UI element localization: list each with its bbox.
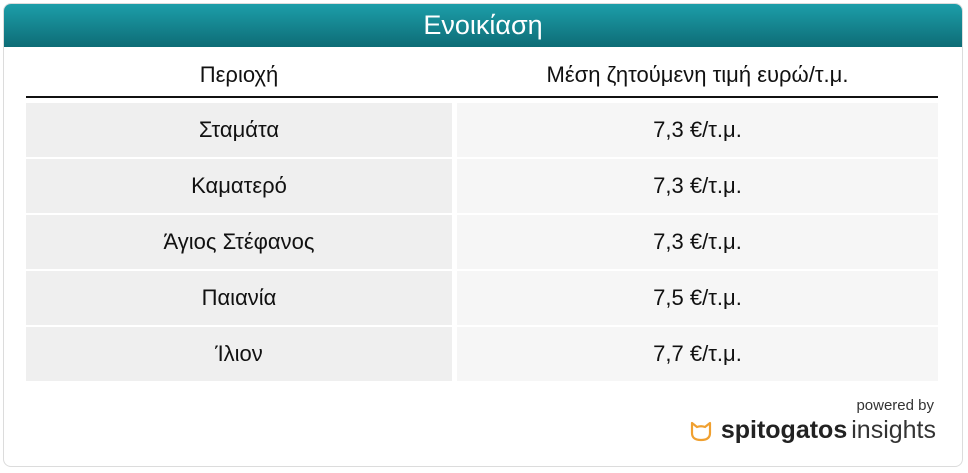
area-cell: Καματερό — [26, 159, 452, 213]
area-cell: Ίλιον — [26, 327, 452, 381]
area-cell: Παιανία — [26, 271, 452, 325]
brand-suffix: insights — [851, 416, 936, 444]
price-cell: 7,3 €/τ.μ. — [457, 159, 938, 213]
powered-by-text: powered by — [856, 397, 934, 414]
column-header-area: Περιοχή — [199, 62, 279, 87]
table-row: Άγιος Στέφανος 7,3 €/τ.μ. — [26, 215, 938, 269]
cat-icon — [690, 421, 711, 441]
table-body: Σταμάτα 7,3 €/τ.μ. Καματερό 7,3 €/τ.μ. Άγι… — [26, 103, 938, 383]
brand-logo: spitogatos insights — [689, 416, 936, 445]
price-cell: 7,7 €/τ.μ. — [457, 327, 938, 381]
column-header-price: Μέση ζητούμενη τιμή ευρώ/τ.μ. — [546, 62, 849, 87]
table-row: Ίλιον 7,7 €/τ.μ. — [26, 327, 938, 381]
card-title: Ενοικίαση — [4, 4, 962, 47]
price-cell: 7,3 €/τ.μ. — [457, 103, 938, 157]
price-cell: 7,3 €/τ.μ. — [457, 215, 938, 269]
table-header: Περιοχή Μέση ζητούμενη τιμή ευρώ/τ.μ. — [26, 54, 938, 98]
area-cell: Άγιος Στέφανος — [26, 215, 452, 269]
table-row: Καματερό 7,3 €/τ.μ. — [26, 159, 938, 213]
rental-price-card: Ενοικίαση Περιοχή Μέση ζητούμενη τιμή ευ… — [3, 3, 963, 467]
table-row: Παιανία 7,5 €/τ.μ. — [26, 271, 938, 325]
brand-name: spitogatos — [720, 416, 848, 444]
area-cell: Σταμάτα — [26, 103, 452, 157]
table-row: Σταμάτα 7,3 €/τ.μ. — [26, 103, 938, 157]
price-cell: 7,5 €/τ.μ. — [457, 271, 938, 325]
